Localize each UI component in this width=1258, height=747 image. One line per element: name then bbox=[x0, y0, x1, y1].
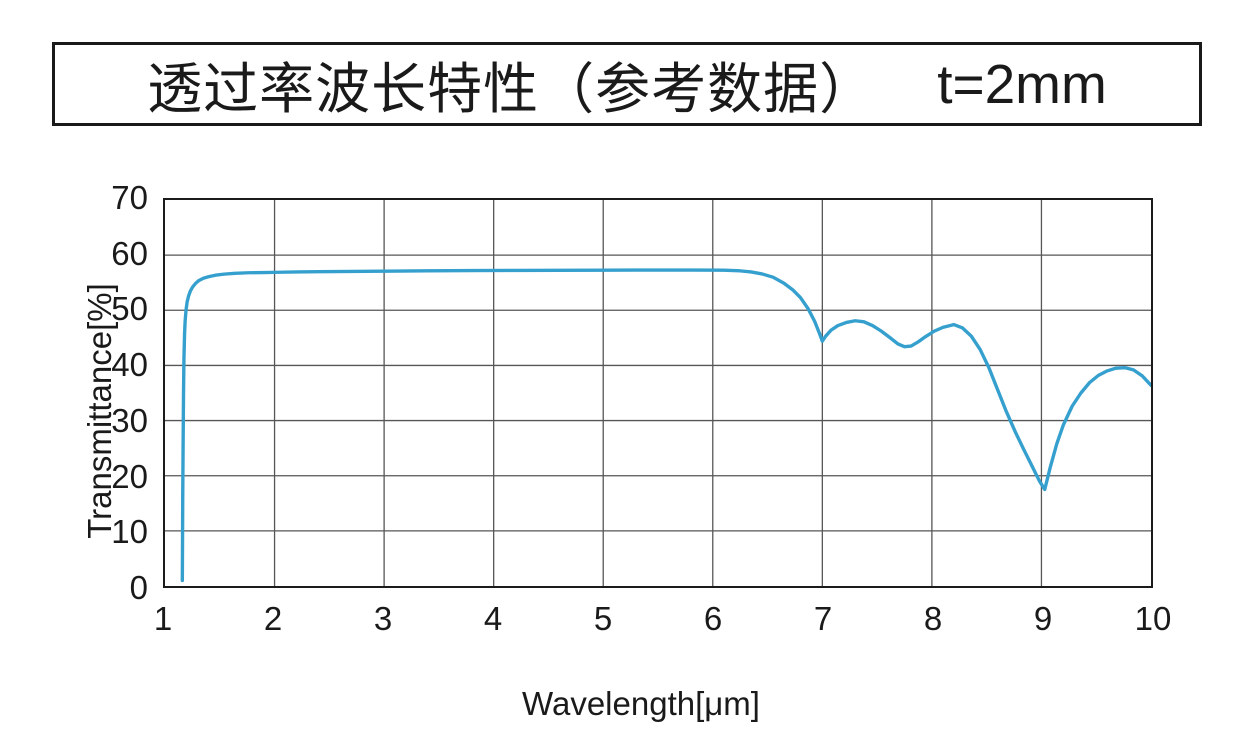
y-axis-title: Transmittance[%] bbox=[81, 283, 118, 539]
y-tick-label: 50 bbox=[111, 290, 148, 328]
plot-svg bbox=[165, 200, 1151, 586]
x-tick-label: 9 bbox=[1033, 600, 1053, 637]
x-tick-label: 3 bbox=[373, 600, 393, 637]
x-tick-label: 6 bbox=[703, 600, 723, 637]
y-tick-label: 70 bbox=[111, 179, 148, 216]
thickness-label: t=2mm bbox=[937, 53, 1107, 115]
grid-lines bbox=[165, 200, 1151, 586]
y-tick-label: 20 bbox=[111, 457, 148, 495]
x-tick-label: 1 bbox=[153, 600, 173, 637]
transmittance-curve bbox=[180, 268, 1151, 583]
y-tick-label: 40 bbox=[111, 346, 148, 384]
page-title: 透过率波长特性（参考数据） bbox=[147, 58, 876, 120]
x-axis-title: Wavelength[μm] bbox=[522, 685, 760, 722]
y-tick-label: 0 bbox=[129, 569, 148, 606]
title-box: 透过率波长特性（参考数据） t=2mm bbox=[52, 42, 1202, 126]
x-tick-label: 2 bbox=[263, 600, 283, 637]
plot-area bbox=[163, 198, 1153, 588]
x-tick-label: 10 bbox=[1134, 600, 1172, 637]
x-tick-label: 7 bbox=[813, 600, 833, 637]
y-tick-label: 10 bbox=[111, 513, 148, 551]
x-tick-label: 5 bbox=[593, 600, 613, 637]
y-tick-label: 60 bbox=[111, 234, 148, 272]
y-tick-label: 30 bbox=[111, 401, 148, 439]
x-tick-label: 4 bbox=[483, 600, 503, 637]
x-tick-label: 8 bbox=[923, 600, 943, 637]
